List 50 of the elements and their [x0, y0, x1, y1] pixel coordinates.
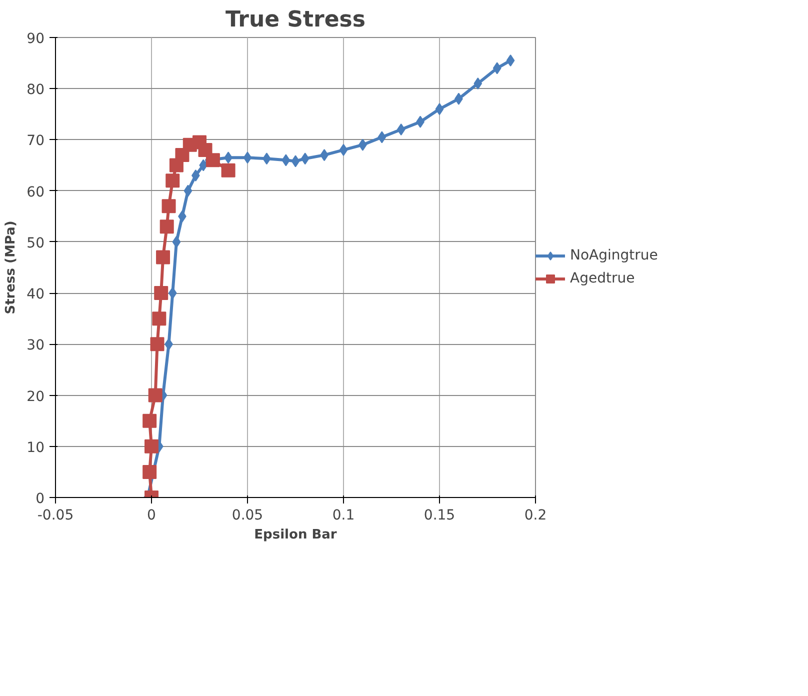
y-tick-label: 50: [26, 235, 45, 252]
point: [243, 152, 252, 164]
x-tick-label: 0.15: [424, 508, 456, 524]
point: [435, 103, 444, 116]
point: [199, 159, 208, 172]
point: [156, 250, 170, 264]
y-tick-label: 10: [26, 440, 45, 456]
point: [152, 312, 166, 326]
point: [168, 287, 177, 300]
y-tick-label: 0: [36, 491, 45, 507]
point: [166, 174, 180, 188]
x-axis-title: Epsilon Bar: [254, 528, 338, 542]
legend-label: NoAgingtrue: [570, 248, 658, 264]
point: [148, 388, 162, 402]
point: [172, 236, 181, 248]
point: [291, 155, 300, 168]
y-tick-label: 40: [26, 286, 45, 303]
y-tick-label: 70: [26, 133, 45, 150]
x-tick-label: 0.2: [524, 508, 547, 524]
point: [184, 184, 192, 197]
point: [474, 78, 482, 90]
x-tick-label: 0: [147, 508, 156, 524]
y-tick-label: 90: [26, 31, 45, 47]
y-tick-label: 60: [26, 184, 45, 200]
x-tick-label: 0.1: [332, 508, 355, 524]
point: [396, 124, 406, 136]
point: [154, 286, 168, 300]
chart-title: True Stress: [226, 8, 366, 32]
point: [142, 414, 157, 428]
point: [492, 62, 502, 74]
y-tick-label: 20: [26, 388, 45, 405]
point: [162, 199, 176, 214]
y-axis-title: Stress (MPa): [4, 220, 19, 314]
point: [300, 152, 310, 165]
point: [506, 54, 515, 66]
point: [160, 220, 174, 234]
point: [206, 153, 220, 168]
point: [150, 337, 164, 352]
y-tick-label: 80: [26, 82, 45, 98]
point: [191, 170, 200, 182]
point: [142, 464, 157, 479]
point: [221, 163, 236, 178]
x-tick-label: -0.05: [37, 508, 74, 524]
point: [378, 131, 386, 144]
y-tick-label: 30: [26, 338, 45, 354]
point: [144, 439, 158, 454]
point: [339, 144, 348, 156]
x-tick-label: 0.05: [232, 508, 264, 524]
legend-label: Agedtrue: [570, 270, 635, 286]
point: [282, 154, 290, 166]
